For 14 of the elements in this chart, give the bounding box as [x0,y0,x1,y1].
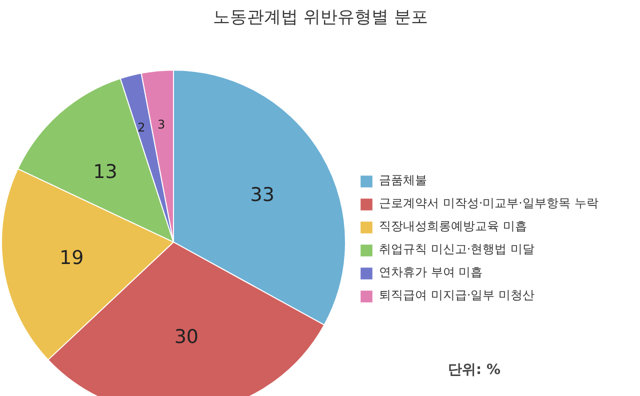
legend-label: 연차휴가 부여 미흡 [379,264,483,281]
legend-label: 금품체불 [379,172,427,189]
legend-label: 퇴직급여 미지급·일부 미청산 [379,287,534,304]
data-label: 13 [93,160,118,183]
chart-title: 노동관계법 위반유형별 분포 [213,8,428,28]
legend-label: 취업규칙 미신고·현행법 미달 [379,241,534,258]
data-label: 30 [174,326,199,348]
data-label: 3 [158,118,166,132]
data-label: 2 [138,120,146,135]
data-label: 19 [59,246,84,269]
legend-label: 근로계약서 미작성·미교부·일부항목 누락 [379,195,598,212]
legend-label: 직장내성희롱예방교육 미흡 [379,218,527,235]
text: 단위: % [448,362,500,378]
data-label: 33 [250,184,274,206]
